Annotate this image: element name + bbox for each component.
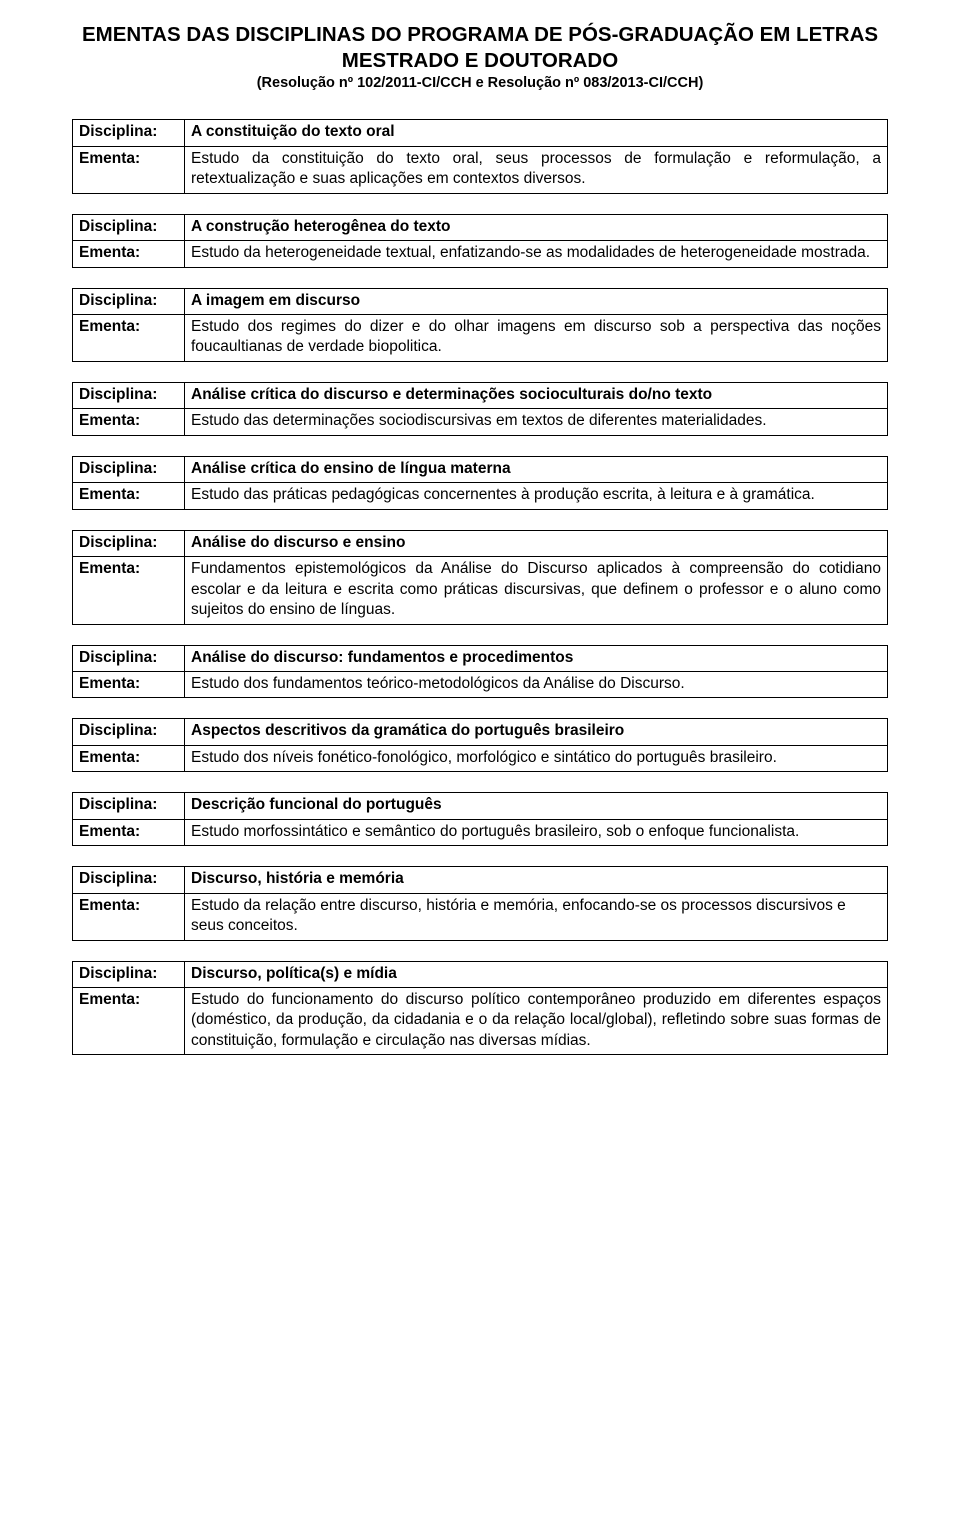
ementa-label: Ementa: bbox=[73, 893, 185, 940]
disciplina-title: A constituição do texto oral bbox=[185, 120, 888, 146]
disciplina-title: Discurso, política(s) e mídia bbox=[185, 961, 888, 987]
ementa-text: Fundamentos epistemológicos da Análise d… bbox=[185, 557, 888, 624]
ementa-label: Ementa: bbox=[73, 409, 185, 435]
discipline-entry: Disciplina:Análise crítica do ensino de … bbox=[72, 456, 888, 510]
discipline-entry: Disciplina:Discurso, história e memóriaE… bbox=[72, 866, 888, 940]
disciplina-label: Disciplina: bbox=[73, 288, 185, 314]
ementa-label: Ementa: bbox=[73, 745, 185, 771]
ementa-text: Estudo da relação entre discurso, histór… bbox=[185, 893, 888, 940]
disciplina-title: Análise do discurso e ensino bbox=[185, 530, 888, 556]
disciplina-title: Discurso, história e memória bbox=[185, 867, 888, 893]
ementa-label: Ementa: bbox=[73, 314, 185, 361]
ementa-text: Estudo dos níveis fonético-fonológico, m… bbox=[185, 745, 888, 771]
ementa-text: Estudo morfossintático e semântico do po… bbox=[185, 819, 888, 845]
disciplina-label: Disciplina: bbox=[73, 382, 185, 408]
document-title: EMENTAS DAS DISCIPLINAS DO PROGRAMA DE P… bbox=[72, 22, 888, 73]
ementa-label: Ementa: bbox=[73, 483, 185, 509]
disciplina-title: A construção heterogênea do texto bbox=[185, 214, 888, 240]
disciplina-label: Disciplina: bbox=[73, 867, 185, 893]
entries-list: Disciplina:A constituição do texto oralE… bbox=[72, 119, 888, 1055]
ementa-label: Ementa: bbox=[73, 146, 185, 193]
disciplina-label: Disciplina: bbox=[73, 214, 185, 240]
disciplina-label: Disciplina: bbox=[73, 530, 185, 556]
ementa-label: Ementa: bbox=[73, 557, 185, 624]
discipline-entry: Disciplina:Aspectos descritivos da gramá… bbox=[72, 718, 888, 772]
discipline-entry: Disciplina:Descrição funcional do portug… bbox=[72, 792, 888, 846]
discipline-entry: Disciplina:A imagem em discursoEmenta:Es… bbox=[72, 288, 888, 362]
disciplina-title: Análise crítica do discurso e determinaç… bbox=[185, 382, 888, 408]
ementa-label: Ementa: bbox=[73, 819, 185, 845]
ementa-text: Estudo dos regimes do dizer e do olhar i… bbox=[185, 314, 888, 361]
document-subtitle: (Resolução nº 102/2011-CI/CCH e Resoluçã… bbox=[72, 75, 888, 91]
discipline-entry: Disciplina:A construção heterogênea do t… bbox=[72, 214, 888, 268]
ementa-text: Estudo das determinações sociodiscursiva… bbox=[185, 409, 888, 435]
disciplina-title: Descrição funcional do português bbox=[185, 793, 888, 819]
disciplina-label: Disciplina: bbox=[73, 456, 185, 482]
disciplina-title: Análise crítica do ensino de língua mate… bbox=[185, 456, 888, 482]
disciplina-label: Disciplina: bbox=[73, 719, 185, 745]
ementa-label: Ementa: bbox=[73, 241, 185, 267]
disciplina-label: Disciplina: bbox=[73, 793, 185, 819]
discipline-entry: Disciplina:A constituição do texto oralE… bbox=[72, 119, 888, 193]
ementa-text: Estudo das práticas pedagógicas concerne… bbox=[185, 483, 888, 509]
ementa-text: Estudo do funcionamento do discurso polí… bbox=[185, 988, 888, 1055]
disciplina-label: Disciplina: bbox=[73, 645, 185, 671]
disciplina-title: Análise do discurso: fundamentos e proce… bbox=[185, 645, 888, 671]
disciplina-title: Aspectos descritivos da gramática do por… bbox=[185, 719, 888, 745]
discipline-entry: Disciplina:Análise do discurso: fundamen… bbox=[72, 645, 888, 699]
disciplina-label: Disciplina: bbox=[73, 120, 185, 146]
disciplina-label: Disciplina: bbox=[73, 961, 185, 987]
ementa-text: Estudo dos fundamentos teórico-metodológ… bbox=[185, 671, 888, 697]
ementa-label: Ementa: bbox=[73, 671, 185, 697]
document-header: EMENTAS DAS DISCIPLINAS DO PROGRAMA DE P… bbox=[72, 22, 888, 91]
discipline-entry: Disciplina:Análise do discurso e ensinoE… bbox=[72, 530, 888, 625]
ementa-text: Estudo da heterogeneidade textual, enfat… bbox=[185, 241, 888, 267]
discipline-entry: Disciplina:Análise crítica do discurso e… bbox=[72, 382, 888, 436]
disciplina-title: A imagem em discurso bbox=[185, 288, 888, 314]
ementa-label: Ementa: bbox=[73, 988, 185, 1055]
discipline-entry: Disciplina:Discurso, política(s) e mídia… bbox=[72, 961, 888, 1056]
ementa-text: Estudo da constituição do texto oral, se… bbox=[185, 146, 888, 193]
